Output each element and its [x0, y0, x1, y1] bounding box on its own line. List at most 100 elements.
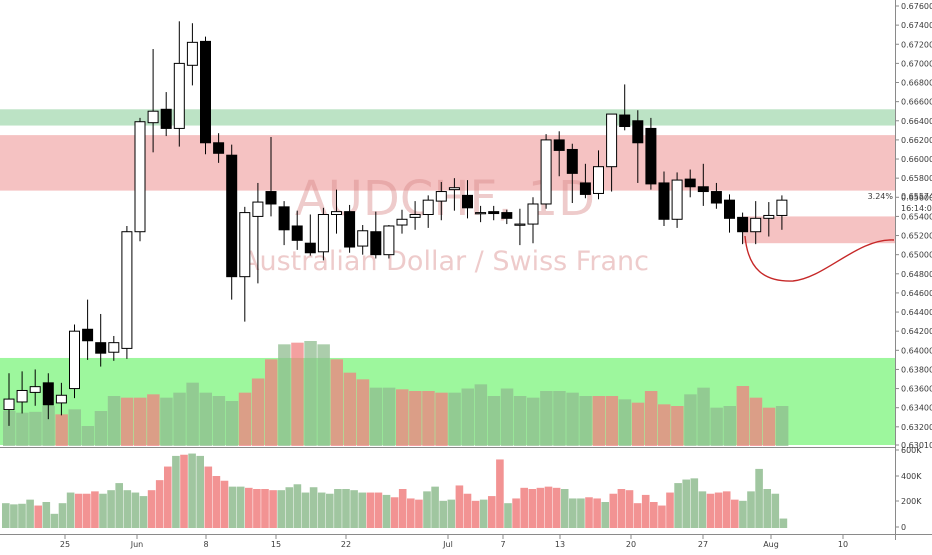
lower-volume-bar: [447, 499, 456, 528]
candle-body: [593, 166, 604, 194]
volume-bar: [68, 409, 81, 446]
last-price-label: 0.65574: [901, 192, 932, 201]
lower-volume-bar: [358, 492, 366, 528]
candle-body: [291, 225, 303, 241]
volume-bar: [409, 391, 422, 446]
price-tick-label: 0.67000: [901, 59, 932, 68]
candle-body: [632, 120, 644, 144]
lower-volume-bar: [577, 498, 585, 528]
candle-body: [200, 40, 211, 144]
price-tick-label: 0.66000: [901, 155, 932, 164]
lower-volume-bar: [131, 492, 140, 528]
time-axis[interactable]: 25 Jun 8 15 22 Jul 7 13 20 27 Aug 10: [60, 535, 848, 549]
lower-volume-bar: [641, 494, 650, 528]
lower-volume-bar: [455, 485, 464, 528]
lower-volume-bar: [496, 459, 504, 528]
candle-body: [435, 191, 447, 202]
lower-volume-bar: [390, 497, 399, 528]
price-tick-label: 0.64400: [901, 308, 932, 317]
lower-volume-bar: [204, 466, 213, 528]
time-tick-label: 13: [555, 540, 565, 549]
candle-body: [134, 121, 146, 233]
lower-volume-bar: [10, 504, 18, 528]
lower-volume-bar: [382, 494, 391, 528]
lower-volume-bar: [42, 502, 51, 528]
volume-bar: [55, 414, 68, 446]
lower-volume-bar: [609, 493, 618, 528]
candle-body: [173, 62, 185, 129]
volume-bar: [382, 387, 396, 446]
lower-volume-bar: [115, 483, 123, 528]
candle-body: [409, 214, 421, 218]
candle-body: [540, 139, 552, 205]
lower-volume-bar: [488, 496, 496, 528]
lower-volume-bar: [236, 486, 245, 528]
candle-body: [776, 199, 788, 216]
lower-volume-bar: [520, 487, 528, 528]
price-tick-label: 0.67600: [901, 2, 932, 11]
candle-body: [475, 212, 487, 215]
lower-volume-bar: [317, 492, 326, 528]
volume-bar: [527, 397, 540, 446]
volume-bar: [749, 397, 763, 446]
lower-volume-bar: [245, 487, 253, 528]
price-tick-label: 0.64000: [901, 346, 932, 355]
change-percent: 3.24%: [868, 192, 894, 201]
candle-body: [95, 342, 107, 354]
lower-volume-bar: [147, 490, 156, 528]
time-tick-label: 15: [271, 540, 281, 549]
price-tick-label: 0.63400: [901, 404, 932, 413]
lower-volume-bar: [123, 490, 132, 528]
bar-countdown: 16:14:05: [901, 204, 932, 213]
volume-bar: [762, 407, 776, 446]
lower-volume-bar: [366, 492, 375, 528]
volume-bar: [212, 396, 226, 446]
candle-body: [278, 206, 290, 231]
price-tick-label: 0.65400: [901, 212, 932, 221]
time-tick-label: 27: [698, 540, 708, 549]
lower-volume-bar: [666, 492, 674, 528]
lower-volume-bar: [196, 455, 204, 528]
volume-bar: [422, 391, 435, 446]
lower-volume-bar: [139, 496, 148, 528]
lower-volume-bar: [771, 493, 780, 528]
volume-bar: [605, 396, 619, 446]
candle-body: [697, 186, 709, 193]
lower-volume-bar: [569, 498, 577, 528]
volume-bar: [723, 406, 736, 446]
price-tick-label: 0.67400: [901, 21, 932, 30]
price-axis[interactable]: 0.67600 0.67400 0.67200 0.67000 0.66800 0.666…: [895, 2, 932, 450]
volume-bar: [618, 399, 632, 446]
lower-volume-bar: [633, 503, 642, 528]
volume-bar: [343, 372, 357, 446]
price-tick-label: 0.64800: [901, 270, 932, 279]
volume-bar: [147, 394, 160, 446]
lower-volume-bar: [617, 489, 626, 528]
candle-body: [344, 211, 356, 248]
lower-volume-bar: [439, 500, 447, 528]
lower-volume-bar: [722, 491, 731, 528]
lower-volume-bar: [83, 493, 91, 528]
candle-body: [514, 223, 526, 226]
candle-body: [619, 114, 631, 128]
lower-volume-bar: [66, 492, 75, 528]
volume-bar: [631, 402, 645, 446]
volume-bar: [317, 344, 330, 446]
volume-bar: [134, 397, 147, 446]
lower-volume-bar: [658, 505, 666, 528]
volume-bar: [120, 397, 134, 446]
volume-axis[interactable]: 600K 400K 200K 0: [895, 446, 922, 532]
volume-bar: [553, 391, 566, 446]
candle-body: [462, 194, 473, 209]
volume-bar: [160, 397, 173, 446]
lower-volume-bar: [74, 493, 83, 528]
volume-bar: [566, 392, 579, 446]
volume-bar: [238, 392, 252, 446]
price-tick-label: 0.64600: [901, 289, 932, 298]
volume-bar: [278, 344, 291, 446]
volume-bar: [225, 401, 239, 446]
lower-volume-bar: [58, 503, 67, 528]
watermark-name: Australian Dollar / Swiss Franc: [241, 246, 649, 277]
